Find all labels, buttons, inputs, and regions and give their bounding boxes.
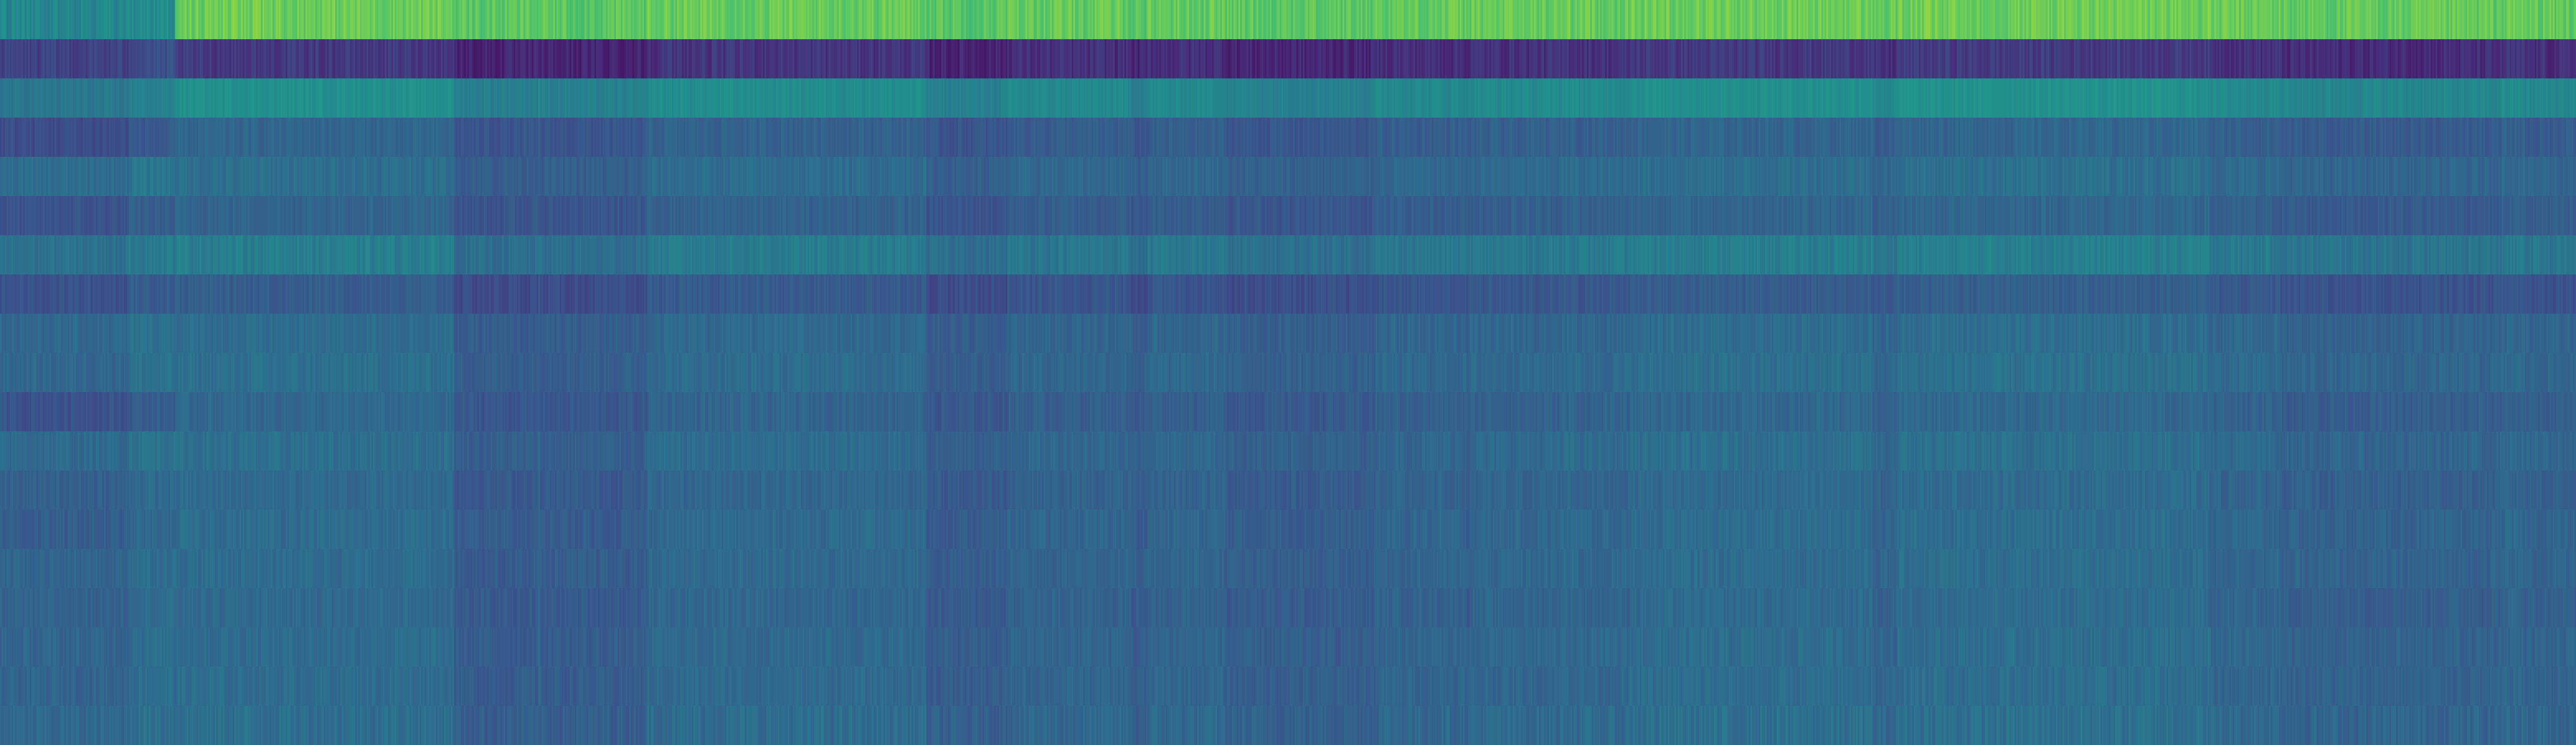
heatmap-row-1 (0, 39, 2576, 79)
heatmap-row-0 (0, 0, 2576, 40)
heatmap-row-2 (0, 78, 2576, 118)
